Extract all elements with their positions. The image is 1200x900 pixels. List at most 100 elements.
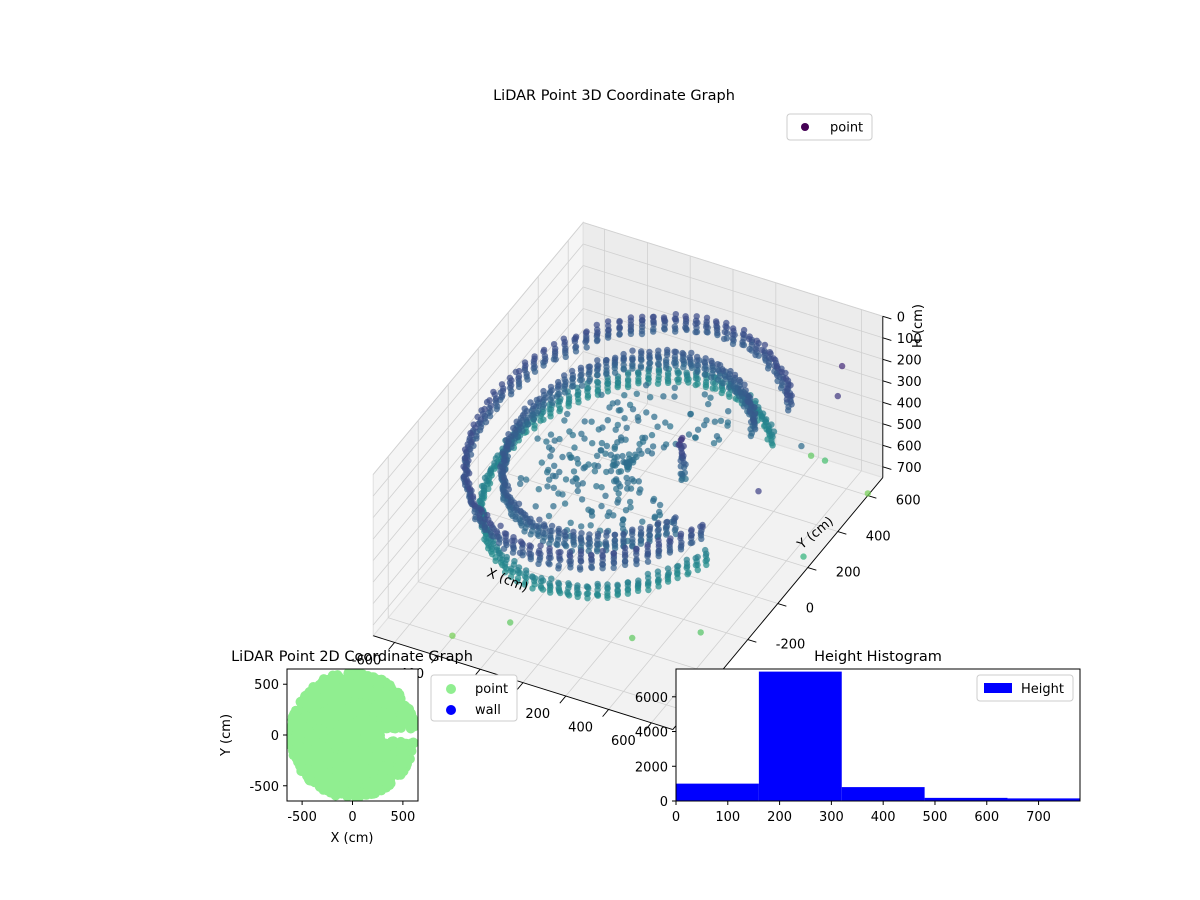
plot-3d-point [574,584,581,591]
plot-2d-point [308,704,319,715]
plot-3d-point [602,538,609,546]
plot-3d-point [505,493,512,500]
plot-3d-point [821,457,829,464]
plot-3d-point [471,500,478,508]
plot-3d-point [643,382,650,389]
plot-3d-point [507,619,514,626]
plot-3d-point [620,530,627,538]
plot-2d-point [350,728,361,739]
plot-3d-point [654,423,661,430]
plot-2d-point [325,678,336,689]
plot-3d-point [693,357,701,364]
plot-3d-point [476,497,483,505]
plot-3d-point [555,579,562,586]
plot-3d-point [562,476,570,483]
plot-3d-point [614,453,621,460]
plot-3d-point [517,538,525,545]
plot-3d-point [578,371,585,378]
plot-3d-point [500,474,508,481]
plot-3d-point [655,526,662,533]
plot-3d-point [661,325,668,332]
plot-3d-point [553,540,560,548]
plot-3d-point [515,383,523,391]
plot-3d-point [583,335,590,342]
plot-3d-point [461,446,469,453]
plot-2d-point [376,785,387,796]
plot-3d-point [654,360,662,367]
plot-3d-point [682,324,689,331]
plot-3d-point [611,445,618,452]
plot-3d-point [594,336,601,344]
plot-3d-point [514,578,521,585]
plot-3d-point [719,380,727,387]
plot-3d-point [674,569,681,576]
plot-3d-point [664,578,672,585]
plot-3d-point [549,399,556,406]
plot-3d-point [611,537,618,544]
plot-2d-point [375,733,386,744]
plot-3d-z-tick [882,423,892,427]
plot-3d-point [646,348,653,356]
plot-3d-point [682,313,689,320]
plot-2d-point [302,763,313,774]
plot-2d-point [319,780,330,791]
plot-3d-point [708,374,715,381]
plot-3d-point [569,374,577,382]
plot-3d-point [546,540,553,547]
plot-3d-point [711,418,719,425]
plot-3d-point [701,358,708,365]
histogram-x-tick-label: 100 [715,810,740,825]
plot-3d-gridline-y [538,437,838,532]
plot-3d-point [588,563,595,571]
plot-3d-x-tick [516,682,524,691]
plot-2d-point [299,697,310,708]
plot-3d-point [655,547,663,554]
plot-3d-point [692,328,699,336]
plot-3d-point [552,356,559,363]
plot-3d-point [736,376,743,384]
plot-3d-gridline-z [372,243,584,497]
plot-3d-point [496,549,503,557]
histogram: 0 100 200 300 400 500 600 700 0 2000 4000 6000 Heig… [635,649,1081,825]
plot-3d-point [671,353,679,360]
plot-3d-point [624,376,632,383]
plot-3d-point [481,516,489,523]
plot-3d-point [633,551,640,558]
plot-3d-point [593,591,601,598]
plot-3d-point [611,364,618,372]
plot-3d-point [539,529,547,537]
plot-3d-point [774,377,781,385]
plot-3d-point [655,576,662,583]
plot-3d-point [834,392,841,400]
plot-3d-y-tick-label: -200 [776,638,806,653]
plot-3d-y-tick-label: 600 [896,494,921,509]
plot-3d-point [636,440,643,448]
plot-3d-point [694,561,701,569]
plot-2d-legend-wall-marker [446,705,456,715]
plot-3d-point [656,508,663,516]
plot-3d-z-tick-label: 200 [897,353,922,368]
plot-3d-point [692,375,700,382]
plot-3d-point [639,518,646,525]
plot-3d-point [572,333,580,340]
plot-3d-point [713,433,721,440]
plot-3d-point [449,632,456,639]
plot-3d-point [655,583,662,590]
plot-3d-point [649,313,657,321]
plot-3d-point [674,562,682,570]
histogram-y-tick-label: 2000 [635,760,668,775]
plot-3d-point [712,318,720,325]
plot-2d-point [368,786,379,796]
plot-3d-point [593,540,601,548]
plot-3d-point [660,444,668,451]
plot-3d-point [621,558,629,565]
plot-3d-point [725,408,732,415]
plot-3d-x-tick [431,655,438,664]
plot-2d-point [323,771,334,782]
plot-2d-point [360,723,370,734]
plot-3d-point [633,545,640,553]
plot-3d-point [674,376,681,383]
plot-3d-point [746,345,753,353]
plot-3d-point [629,406,637,413]
plot-3d-point [614,399,621,406]
